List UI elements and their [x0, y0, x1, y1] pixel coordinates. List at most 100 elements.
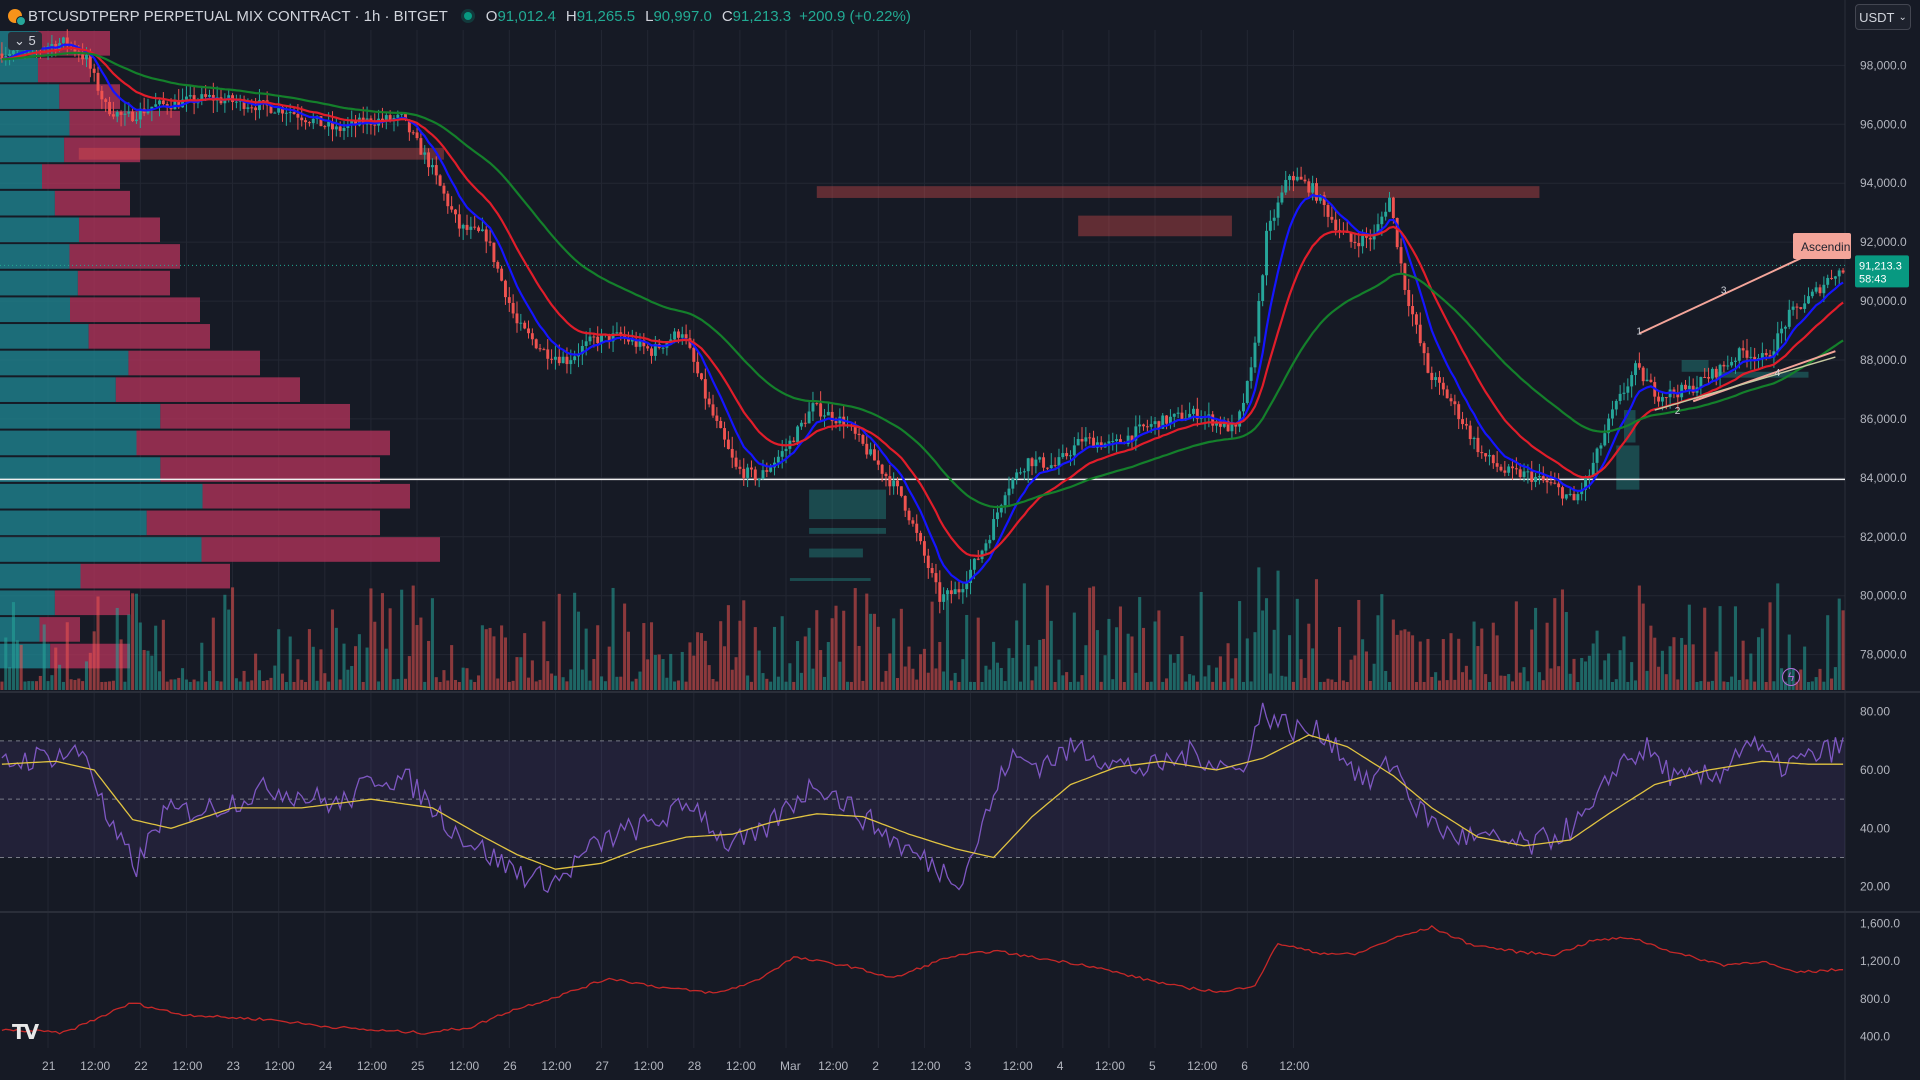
volume-bar — [834, 605, 838, 690]
volume-bar — [684, 681, 688, 690]
candle-body — [1126, 435, 1130, 444]
candle-body — [1780, 328, 1784, 334]
volume-bar — [1610, 681, 1614, 690]
volume-profile-sell-bar — [88, 324, 210, 349]
volume-bar — [1737, 679, 1741, 690]
candle — [538, 343, 542, 352]
volume-bar — [1057, 659, 1061, 690]
volume-bar — [1626, 681, 1630, 690]
volume-profile-buy-bar — [0, 377, 116, 402]
wedge-lower-line[interactable] — [1692, 350, 1836, 403]
volume-bar — [192, 679, 196, 690]
candle — [488, 229, 492, 247]
candle — [1441, 377, 1445, 396]
volume-bar — [1330, 679, 1334, 690]
candle — [738, 459, 742, 475]
indicator-axis-label: 400.0 — [1860, 1030, 1890, 1044]
candle-body — [1414, 314, 1418, 325]
symbol-title[interactable]: BTCUSDTPERP PERPETUAL MIX CONTRACT · 1h … — [28, 7, 448, 25]
time-axis-label: Mar — [780, 1059, 801, 1073]
price-zone — [78, 147, 444, 160]
volume-bar — [11, 602, 15, 690]
indicators-collapse-button[interactable]: ⌄ 5 — [8, 32, 42, 50]
candle-body — [542, 349, 546, 351]
candle — [1464, 417, 1468, 430]
candle-body — [1561, 487, 1564, 499]
candle-body — [926, 555, 930, 568]
volume-bar — [204, 681, 208, 690]
volume-bar — [1322, 681, 1326, 690]
volume-bar — [377, 681, 381, 690]
lightning-icon[interactable]: ϟ — [1782, 668, 1800, 686]
candle — [919, 530, 923, 545]
volume-bar — [895, 678, 900, 690]
volume-bar — [1833, 667, 1837, 690]
candle — [661, 347, 665, 354]
candle-body — [234, 101, 238, 103]
candle — [234, 94, 238, 109]
candle-body — [115, 112, 119, 117]
candle — [1557, 473, 1561, 496]
volume-bar — [1641, 603, 1645, 690]
volume-profile-buy-bar — [0, 430, 137, 456]
candle — [815, 402, 819, 406]
candle-body — [1441, 382, 1445, 390]
volume-bar — [765, 678, 769, 690]
candle-body — [1776, 333, 1780, 352]
volume-bar — [1756, 637, 1761, 690]
volume-bar — [173, 679, 177, 690]
candle — [1684, 379, 1687, 392]
candle-body — [1580, 489, 1584, 495]
volume-bar — [84, 661, 89, 690]
volume-bar — [134, 593, 138, 690]
candle-body — [1007, 488, 1011, 496]
volume-bar — [1022, 583, 1026, 690]
candle-body — [1745, 350, 1749, 358]
volume-bar — [538, 679, 542, 690]
candle — [1591, 452, 1595, 478]
volume-bar — [1387, 681, 1392, 690]
volume-bar — [753, 627, 757, 690]
volume-profile-buy-bar — [0, 643, 51, 669]
candle — [1072, 436, 1076, 466]
volume-bar — [1076, 681, 1080, 690]
volume-bar — [1695, 681, 1699, 690]
volume-bar — [1092, 586, 1096, 690]
candle — [1841, 268, 1845, 274]
volume-bar — [1472, 621, 1476, 690]
candle — [92, 63, 96, 82]
volume-bar — [1414, 682, 1418, 690]
candle-body — [1268, 220, 1272, 231]
candle — [819, 391, 823, 423]
candle — [1126, 427, 1130, 447]
volume-bar — [38, 675, 42, 690]
volume-bar — [446, 680, 450, 690]
tradingview-logo-icon[interactable]: TV — [12, 1020, 39, 1044]
currency-select[interactable]: USDT ⌄ — [1855, 4, 1911, 30]
candle-body — [638, 340, 642, 347]
candle — [454, 208, 457, 223]
volume-profile-buy-bar — [0, 270, 78, 296]
volume-bar — [899, 608, 903, 690]
price-zone — [1623, 410, 1636, 443]
volume-bar — [1780, 668, 1784, 690]
volume-bar — [719, 621, 723, 690]
candle-body — [553, 356, 557, 360]
candle-body — [1733, 360, 1737, 362]
candle-body — [1795, 306, 1799, 308]
candle-body — [342, 128, 346, 131]
price-axis-label: 82,000.0 — [1860, 530, 1907, 544]
volume-bar — [1007, 648, 1011, 690]
volume-bar — [1307, 623, 1311, 690]
volume-bar — [830, 618, 834, 690]
pattern-label[interactable]: Ascendin — [1793, 233, 1851, 259]
volume-bar — [473, 681, 477, 690]
volume-profile-buy-bar — [0, 563, 81, 589]
trend-line[interactable] — [1654, 356, 1836, 411]
candle — [1284, 170, 1288, 196]
volume-bar — [403, 678, 408, 690]
volume-bar — [1372, 663, 1376, 690]
candle-body — [1541, 476, 1545, 481]
volume-bar — [411, 585, 415, 690]
